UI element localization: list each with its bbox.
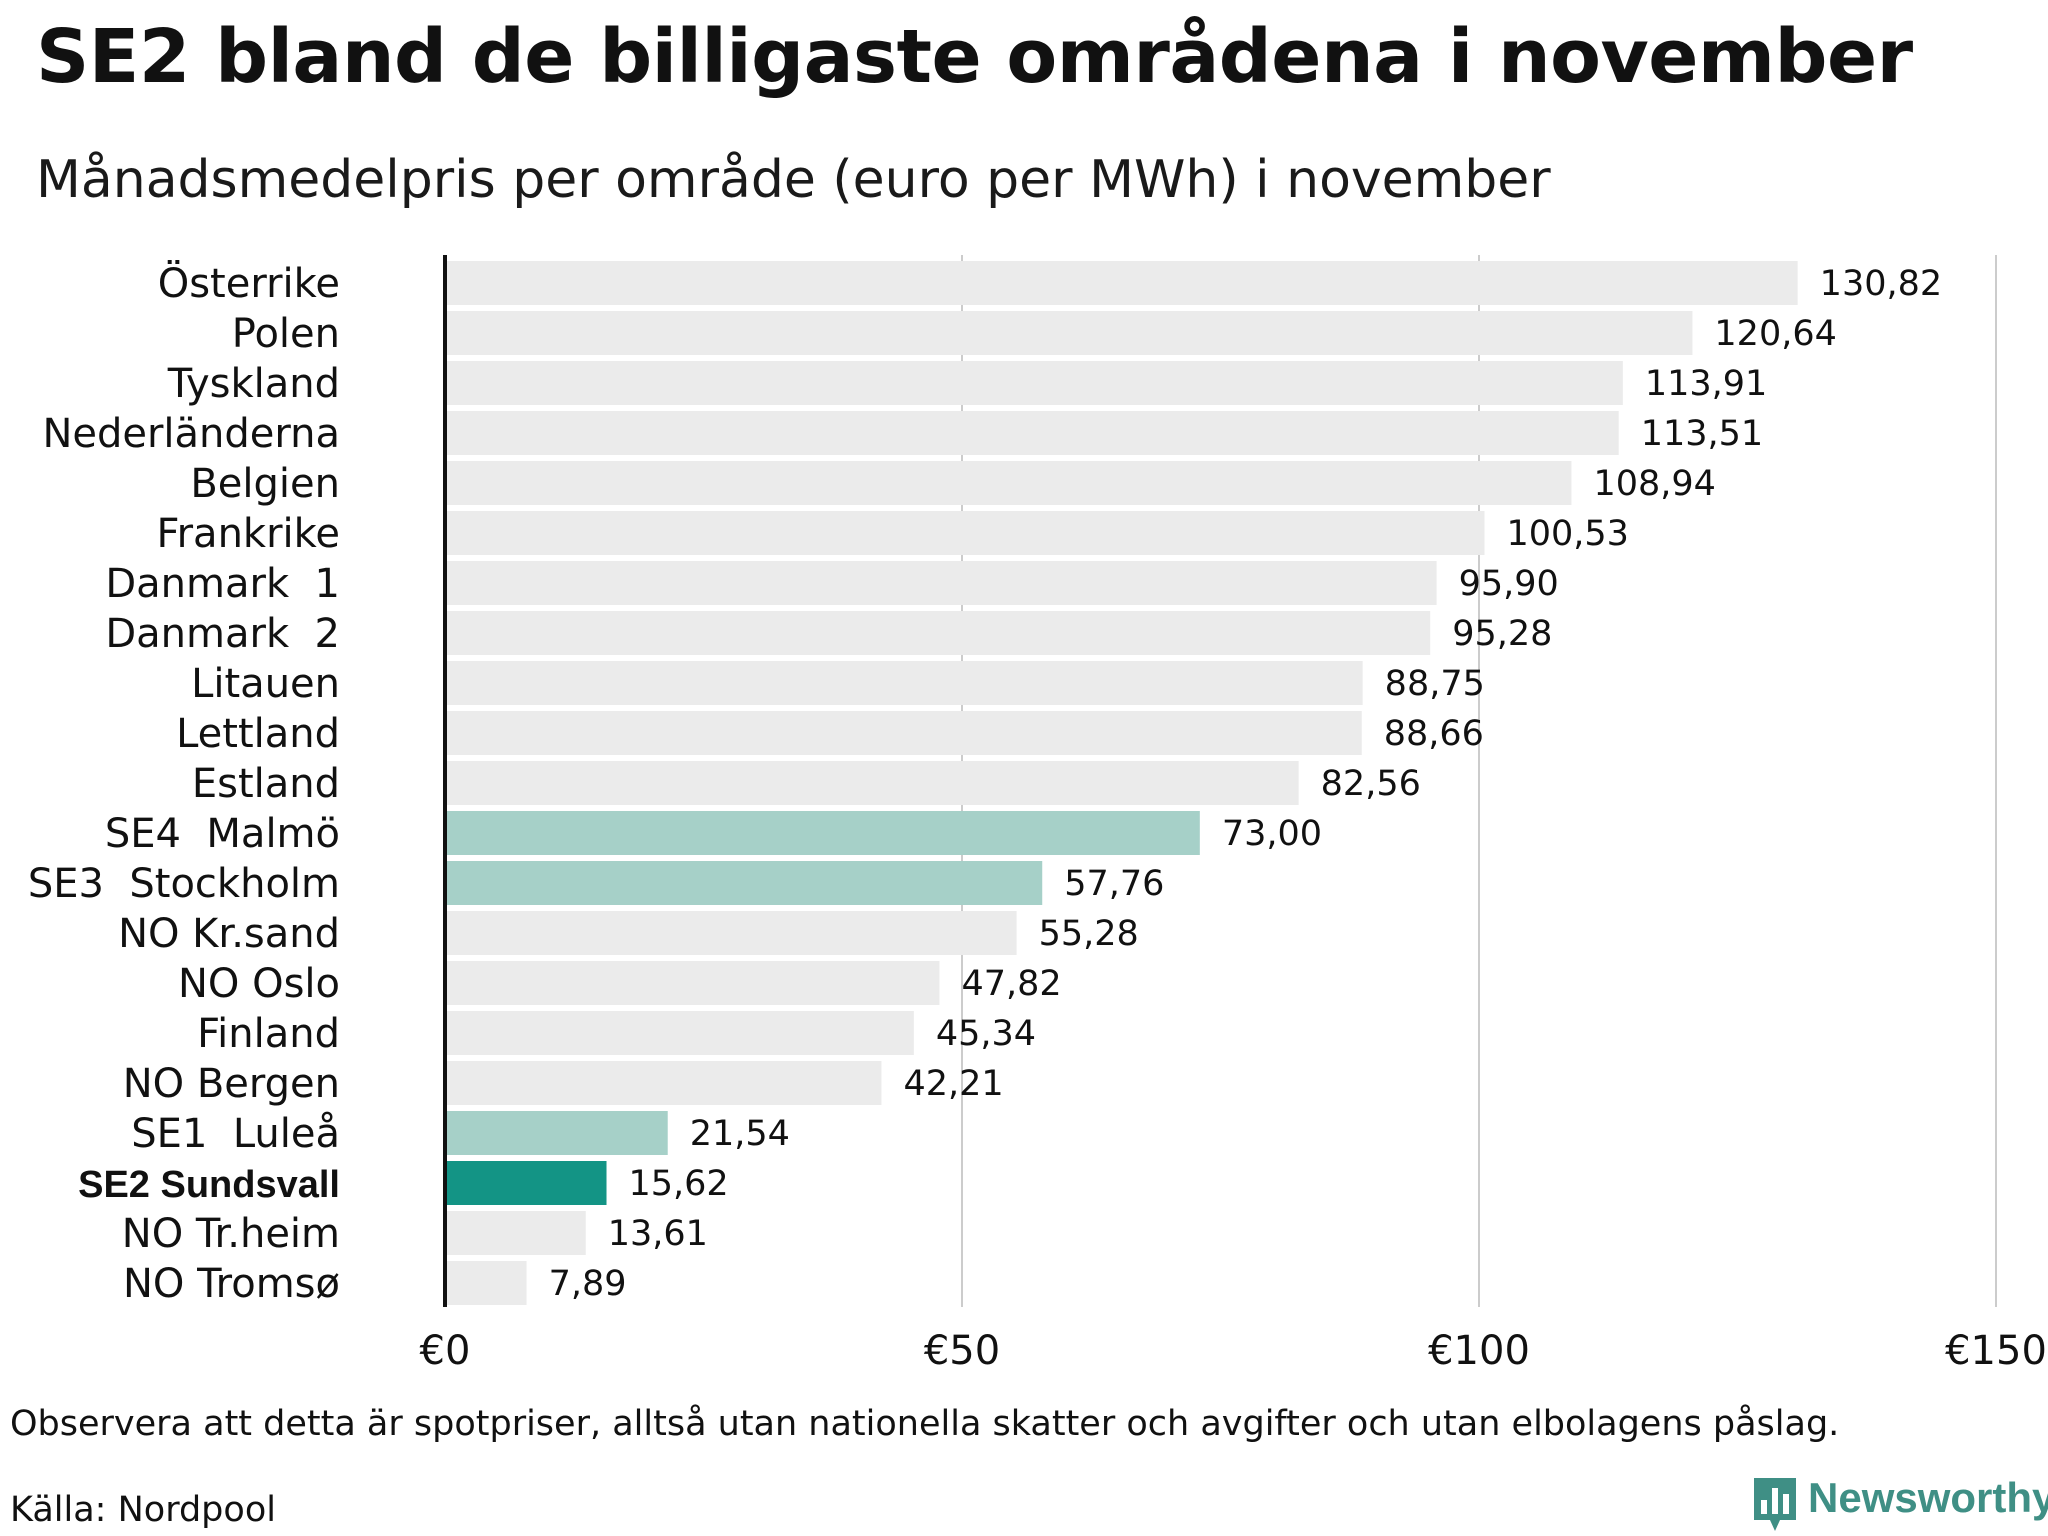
value-label: 42,21	[903, 1064, 1003, 1104]
category-label: SE4 Malmö	[105, 811, 340, 857]
chart-subtitle: Månadsmedelpris per område (euro per MWh…	[36, 150, 1551, 210]
bar-6	[445, 561, 1437, 605]
newsworthy-logo: Newsworthy	[1752, 1476, 2048, 1536]
value-label: 13,61	[608, 1214, 708, 1254]
logo-text: Newsworthy	[1808, 1474, 2048, 1521]
value-labels: 130,82 120,64 113,91 113,51 108,94 100,53 95,9…	[549, 264, 1943, 1304]
category-label: SE1 Luleå	[131, 1111, 340, 1157]
value-label: 45,34	[936, 1014, 1036, 1054]
value-label: 55,28	[1039, 914, 1139, 954]
category-label: SE3 Stockholm	[28, 861, 340, 907]
bar-2	[445, 361, 1623, 405]
bar-10	[445, 761, 1299, 805]
value-label: 100,53	[1506, 514, 1628, 554]
bar-12	[445, 861, 1043, 905]
bar-15	[445, 1011, 914, 1055]
value-label: 21,54	[690, 1114, 790, 1154]
bar-13	[445, 911, 1017, 955]
source-credit: Källa: Nordpool	[10, 1490, 276, 1530]
category-label: Tyskland	[167, 361, 340, 407]
value-label: 82,56	[1321, 764, 1421, 804]
bar-4	[445, 461, 1572, 505]
value-label: 47,82	[961, 964, 1061, 1004]
value-label: 108,94	[1593, 464, 1715, 504]
bar-0	[445, 261, 1798, 305]
category-label: SE2 Sundsvall	[78, 1164, 340, 1206]
value-label: 113,91	[1645, 364, 1767, 404]
footnote: Observera att detta är spotpriser, allts…	[10, 1404, 1840, 1444]
category-label: NO Kr.sand	[118, 911, 340, 957]
category-label: Danmark 1	[105, 561, 340, 607]
category-label: NO Tromsø	[123, 1261, 340, 1307]
value-label: 120,64	[1714, 314, 1836, 354]
bar-16	[445, 1061, 882, 1105]
bar-20	[445, 1261, 527, 1305]
category-label: Danmark 2	[105, 611, 340, 657]
bar-17	[445, 1111, 668, 1155]
x-tick-label: €0	[420, 1328, 471, 1374]
category-label: NO Bergen	[123, 1061, 340, 1107]
chart-title: SE2 bland de billigaste områdena i novem…	[36, 14, 1913, 100]
bar-19	[445, 1211, 586, 1255]
bar-1	[445, 311, 1693, 355]
category-label: Estland	[192, 761, 340, 807]
bars	[445, 261, 1798, 1305]
value-label: 88,75	[1385, 664, 1485, 704]
value-label: 73,00	[1222, 814, 1322, 854]
category-label: Litauen	[191, 661, 340, 707]
category-label: Frankrike	[157, 511, 340, 557]
category-label: NO Oslo	[178, 961, 340, 1007]
x-tick-label: €150	[1945, 1328, 2047, 1374]
x-tick-label: €50	[924, 1328, 1000, 1374]
value-label: 113,51	[1641, 414, 1763, 454]
x-axis-ticks: €0 €50 €100 €150	[420, 1328, 2047, 1374]
category-label: Polen	[232, 311, 340, 357]
bar-5	[445, 511, 1485, 555]
bar-14	[445, 961, 940, 1005]
value-label: 15,62	[629, 1164, 729, 1204]
bar-3	[445, 411, 1619, 455]
value-label: 130,82	[1820, 264, 1942, 304]
bar-8	[445, 661, 1363, 705]
value-label: 7,89	[549, 1264, 627, 1304]
value-label: 88,66	[1384, 714, 1484, 754]
category-label: Lettland	[176, 711, 340, 757]
bar-11	[445, 811, 1200, 855]
bar-9	[445, 711, 1362, 755]
category-label: Belgien	[190, 461, 340, 507]
bar-chart: ÖsterrikePolenTysklandNederländernaBelgi…	[28, 255, 2047, 1374]
category-label: Österrike	[158, 259, 340, 307]
value-label: 95,28	[1452, 614, 1552, 654]
x-tick-label: €100	[1428, 1328, 1530, 1374]
category-label: Finland	[197, 1011, 340, 1057]
bar-18	[445, 1161, 607, 1205]
bar-7	[445, 611, 1431, 655]
category-label: NO Tr.heim	[122, 1211, 340, 1257]
value-label: 57,76	[1064, 864, 1164, 904]
value-label: 95,90	[1459, 564, 1559, 604]
category-labels: ÖsterrikePolenTysklandNederländernaBelgi…	[28, 259, 340, 1307]
category-label: Nederländerna	[42, 411, 340, 457]
bar-chart-speech-bubble-icon	[1754, 1478, 1796, 1531]
